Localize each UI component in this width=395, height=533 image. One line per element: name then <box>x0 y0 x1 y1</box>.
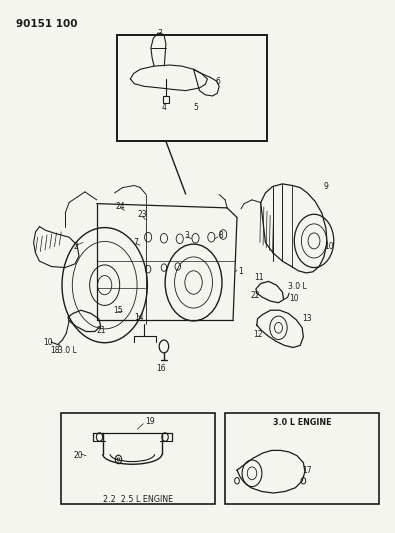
Text: 8: 8 <box>219 231 224 240</box>
Bar <box>117 35 267 141</box>
Text: 23: 23 <box>137 210 147 219</box>
Text: 13: 13 <box>302 314 312 323</box>
Text: 14: 14 <box>134 313 144 321</box>
Text: 1: 1 <box>239 268 243 276</box>
Text: 3.0 L: 3.0 L <box>288 282 307 291</box>
Text: 16: 16 <box>156 365 166 373</box>
Text: 6: 6 <box>215 77 220 85</box>
Text: 9: 9 <box>324 182 329 191</box>
Text: 2: 2 <box>73 242 78 251</box>
Text: 17: 17 <box>302 466 311 474</box>
Text: 10: 10 <box>43 338 53 346</box>
Text: 3: 3 <box>185 231 190 240</box>
Bar <box>61 413 215 504</box>
Text: 19: 19 <box>145 417 155 425</box>
Text: 15: 15 <box>113 306 122 314</box>
Text: 18: 18 <box>50 346 59 355</box>
Text: 3: 3 <box>157 29 162 38</box>
Text: 22: 22 <box>250 292 260 300</box>
Bar <box>225 413 379 504</box>
Text: 3.0 L ENGINE: 3.0 L ENGINE <box>273 418 331 426</box>
Text: 21: 21 <box>97 326 106 335</box>
Text: 10: 10 <box>325 242 334 251</box>
Text: 24: 24 <box>115 203 125 211</box>
Text: 11: 11 <box>254 273 263 281</box>
Text: 5: 5 <box>194 103 198 112</box>
Bar <box>163 96 169 103</box>
Text: 7: 7 <box>134 238 138 247</box>
Text: 2.2  2.5 L ENGINE: 2.2 2.5 L ENGINE <box>103 495 173 504</box>
Text: 20: 20 <box>73 451 83 460</box>
Text: 10: 10 <box>289 294 299 303</box>
Text: 4: 4 <box>162 103 167 112</box>
Text: 12: 12 <box>253 330 262 339</box>
Text: 3.0 L: 3.0 L <box>58 346 77 355</box>
Text: 90151 100: 90151 100 <box>16 19 77 29</box>
